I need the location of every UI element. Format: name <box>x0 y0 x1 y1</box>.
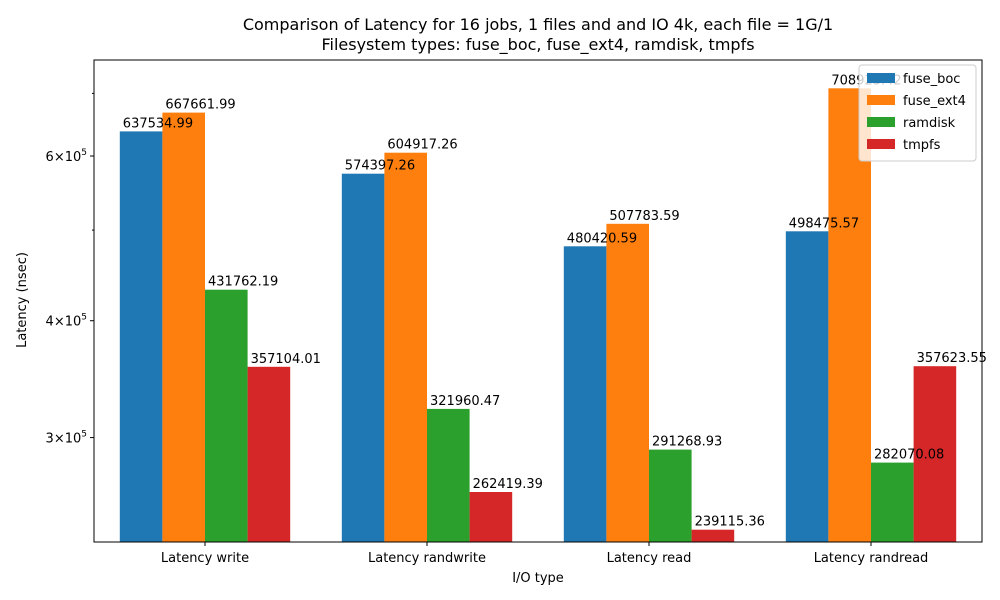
data-label-ramdisk-1: 321960.47 <box>430 394 500 409</box>
y-tick-label-0: 3×105 <box>46 430 87 447</box>
bar-tmpfs-1 <box>469 492 513 542</box>
legend-label-fuse_boc: fuse_boc <box>903 72 960 87</box>
data-label-tmpfs-2: 239115.36 <box>695 515 765 530</box>
bar-fuse_boc-0 <box>119 131 163 542</box>
legend-label-fuse_ext4: fuse_ext4 <box>903 94 966 109</box>
data-labels-group: 637534.99 574397.26 480420.59 498475.57 6676… <box>123 73 987 529</box>
data-label-tmpfs-0: 357104.01 <box>251 352 321 367</box>
x-axis-label: I/O type <box>512 571 564 586</box>
data-label-ramdisk-2: 291268.93 <box>652 435 722 450</box>
legend-swatch-fuse_ext4 <box>867 95 895 105</box>
x-tick-label-1: Latency randwrite <box>368 551 486 566</box>
x-tick-label-2: Latency read <box>607 551 692 566</box>
bar-tmpfs-3 <box>913 366 957 542</box>
legend-swatch-ramdisk <box>867 117 895 127</box>
bar-fuse_boc-3 <box>785 231 829 543</box>
y-axis-label: Latency (nsec) <box>15 252 30 348</box>
data-label-ramdisk-0: 431762.19 <box>208 275 278 290</box>
data-label-fuse_boc-3: 498475.57 <box>789 216 859 231</box>
legend-label-tmpfs: tmpfs <box>903 138 941 153</box>
data-label-fuse_ext4-0: 667661.99 <box>165 98 235 113</box>
bar-ramdisk-1 <box>427 408 470 542</box>
legend-swatch-fuse_boc <box>867 73 895 83</box>
bars-group <box>119 88 957 543</box>
bar-ramdisk-2 <box>649 449 692 542</box>
bar-ramdisk-0 <box>205 289 248 542</box>
data-label-fuse_ext4-1: 604917.26 <box>387 138 457 153</box>
data-label-tmpfs-3: 357623.55 <box>917 351 987 366</box>
legend-frame <box>858 64 977 162</box>
bar-ramdisk-3 <box>871 462 914 542</box>
bar-fuse_ext4-2 <box>606 223 649 543</box>
x-tick-label-0: Latency write <box>161 551 249 566</box>
bar-tmpfs-2 <box>691 529 735 542</box>
x-tick-label-3: Latency randread <box>814 551 929 566</box>
y-tick-label-1: 4×105 <box>46 313 87 330</box>
data-label-fuse_boc-1: 574397.26 <box>345 159 415 174</box>
bar-fuse_ext4-1 <box>384 152 427 542</box>
legend-label-ramdisk: ramdisk <box>903 116 956 131</box>
plot-frame <box>93 59 983 543</box>
bar-tmpfs-0 <box>247 366 291 542</box>
data-label-fuse_boc-2: 480420.59 <box>567 231 637 246</box>
bar-fuse_boc-1 <box>341 173 385 542</box>
chart-title-line-1: Comparison of Latency for 16 jobs, 1 fil… <box>243 15 833 34</box>
y-tick-label-2: 6×105 <box>46 148 87 165</box>
data-label-fuse_ext4-2: 507783.59 <box>609 209 679 224</box>
chart-title-line-2: Filesystem types: fuse_boc, fuse_ext4, r… <box>321 35 754 55</box>
data-label-ramdisk-3: 282070.08 <box>874 448 944 463</box>
bar-fuse_boc-2 <box>563 246 607 543</box>
legend-swatch-tmpfs <box>867 139 895 149</box>
data-label-tmpfs-1: 262419.39 <box>473 477 543 492</box>
bar-fuse_ext4-0 <box>162 112 205 542</box>
bar-fuse_ext4-3 <box>828 88 871 543</box>
axes-group: Latency write Latency randwrite Latency re… <box>46 59 983 566</box>
data-label-fuse_boc-0: 637534.99 <box>123 116 193 131</box>
